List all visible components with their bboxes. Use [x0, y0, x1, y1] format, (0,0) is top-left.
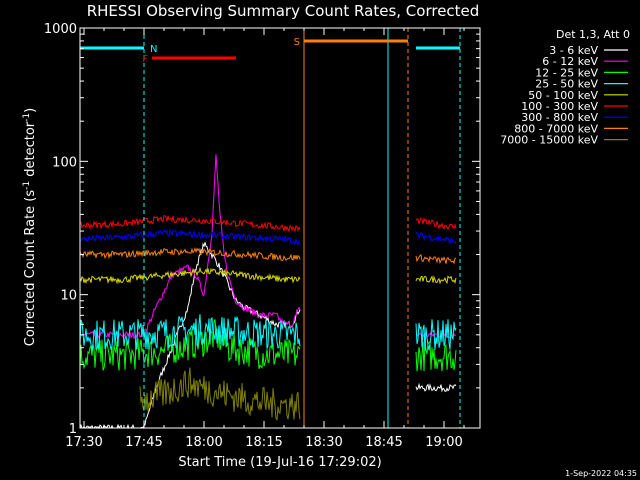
series-line-25-50-keV-seg0 — [79, 314, 301, 351]
legend-entry-300-800-keV: 300 - 800 keV — [521, 111, 598, 124]
y-axis-label: Corrected Count Rate (s-1 detector-1) — [22, 108, 38, 346]
series-line-300-800-keV-seg0 — [79, 228, 301, 247]
legend-entry-7000-15000-keV: 7000 - 15000 keV — [500, 134, 598, 147]
y-axis-label-sup2: -1 — [22, 113, 32, 122]
x-tick-label: 17:30 — [65, 435, 102, 450]
plot-frame — [79, 27, 481, 429]
chart-title: RHESSI Observing Summary Count Rates, Co… — [87, 2, 480, 20]
y-axis-label-main: Corrected Count Rate (s — [23, 190, 38, 347]
y-tick-label: 1000 — [44, 22, 77, 37]
series-line-300-800-keV-seg1 — [415, 231, 457, 246]
y-tick-label: 10 — [60, 289, 77, 304]
series-line-50-100-keV-seg1 — [415, 275, 457, 285]
legend-entry-25-50-keV: 25 - 50 keV — [535, 78, 598, 91]
legend-entry-50-100-keV: 50 - 100 keV — [528, 89, 598, 102]
y-axis-label-sup1: -1 — [22, 181, 32, 190]
x-tick-label: 17:45 — [125, 435, 162, 450]
flag-label-F: F — [142, 54, 148, 65]
legend-entry-6-12-keV: 6 - 12 keV — [542, 55, 598, 68]
x-axis-label: Start Time (19-Jul-16 17:29:02) — [178, 455, 381, 470]
series-line-3-6-keV-seg1 — [415, 382, 457, 393]
legend-entry-800-7000-keV: 800 - 7000 keV — [514, 122, 598, 135]
x-tick-label: 19:00 — [425, 435, 462, 450]
x-tick-label: 18:00 — [185, 435, 222, 450]
series-line-7000-15000-keV-seg0 — [139, 367, 301, 422]
flag-label-S: S — [294, 37, 300, 48]
legend-entry-100-300-keV: 100 - 300 keV — [521, 100, 598, 113]
series-line-100-300-keV-seg0 — [80, 215, 301, 233]
legend-title: Det 1,3, Att 0 — [556, 28, 630, 41]
series-line-100-300-keV-seg1 — [415, 217, 457, 231]
series-line-12-25-keV-seg1 — [415, 340, 457, 372]
x-tick-label: 18:30 — [305, 435, 342, 450]
legend-entry-12-25-keV: 12 - 25 keV — [535, 66, 598, 79]
y-tick-label: 100 — [52, 155, 77, 170]
series-line-6-12-keV-seg1 — [415, 330, 457, 339]
series-line-25-50-keV-seg1 — [415, 319, 457, 351]
svg-text:Corrected Count Rate (s-1 dete: Corrected Count Rate (s-1 detector-1) — [22, 108, 38, 346]
flag-label-N: N — [150, 44, 157, 55]
y-axis-label-end: ) — [23, 108, 38, 113]
series-line-6-12-keV-seg0 — [79, 154, 301, 340]
series-line-12-25-keV-seg0 — [79, 319, 301, 371]
timestamp: 1-Sep-2022 04:35 — [565, 469, 637, 478]
series-line-800-7000-keV-seg0 — [79, 246, 301, 261]
y-tick-label: 1 — [69, 422, 77, 437]
x-tick-label: 18:15 — [245, 435, 282, 450]
x-tick-label: 18:45 — [365, 435, 402, 450]
series-line-50-100-keV-seg0 — [79, 266, 301, 285]
legend-entry-3-6-keV: 3 - 6 keV — [549, 44, 598, 57]
y-axis-label-mid: detector — [23, 121, 38, 181]
series-line-800-7000-keV-seg1 — [415, 254, 457, 265]
